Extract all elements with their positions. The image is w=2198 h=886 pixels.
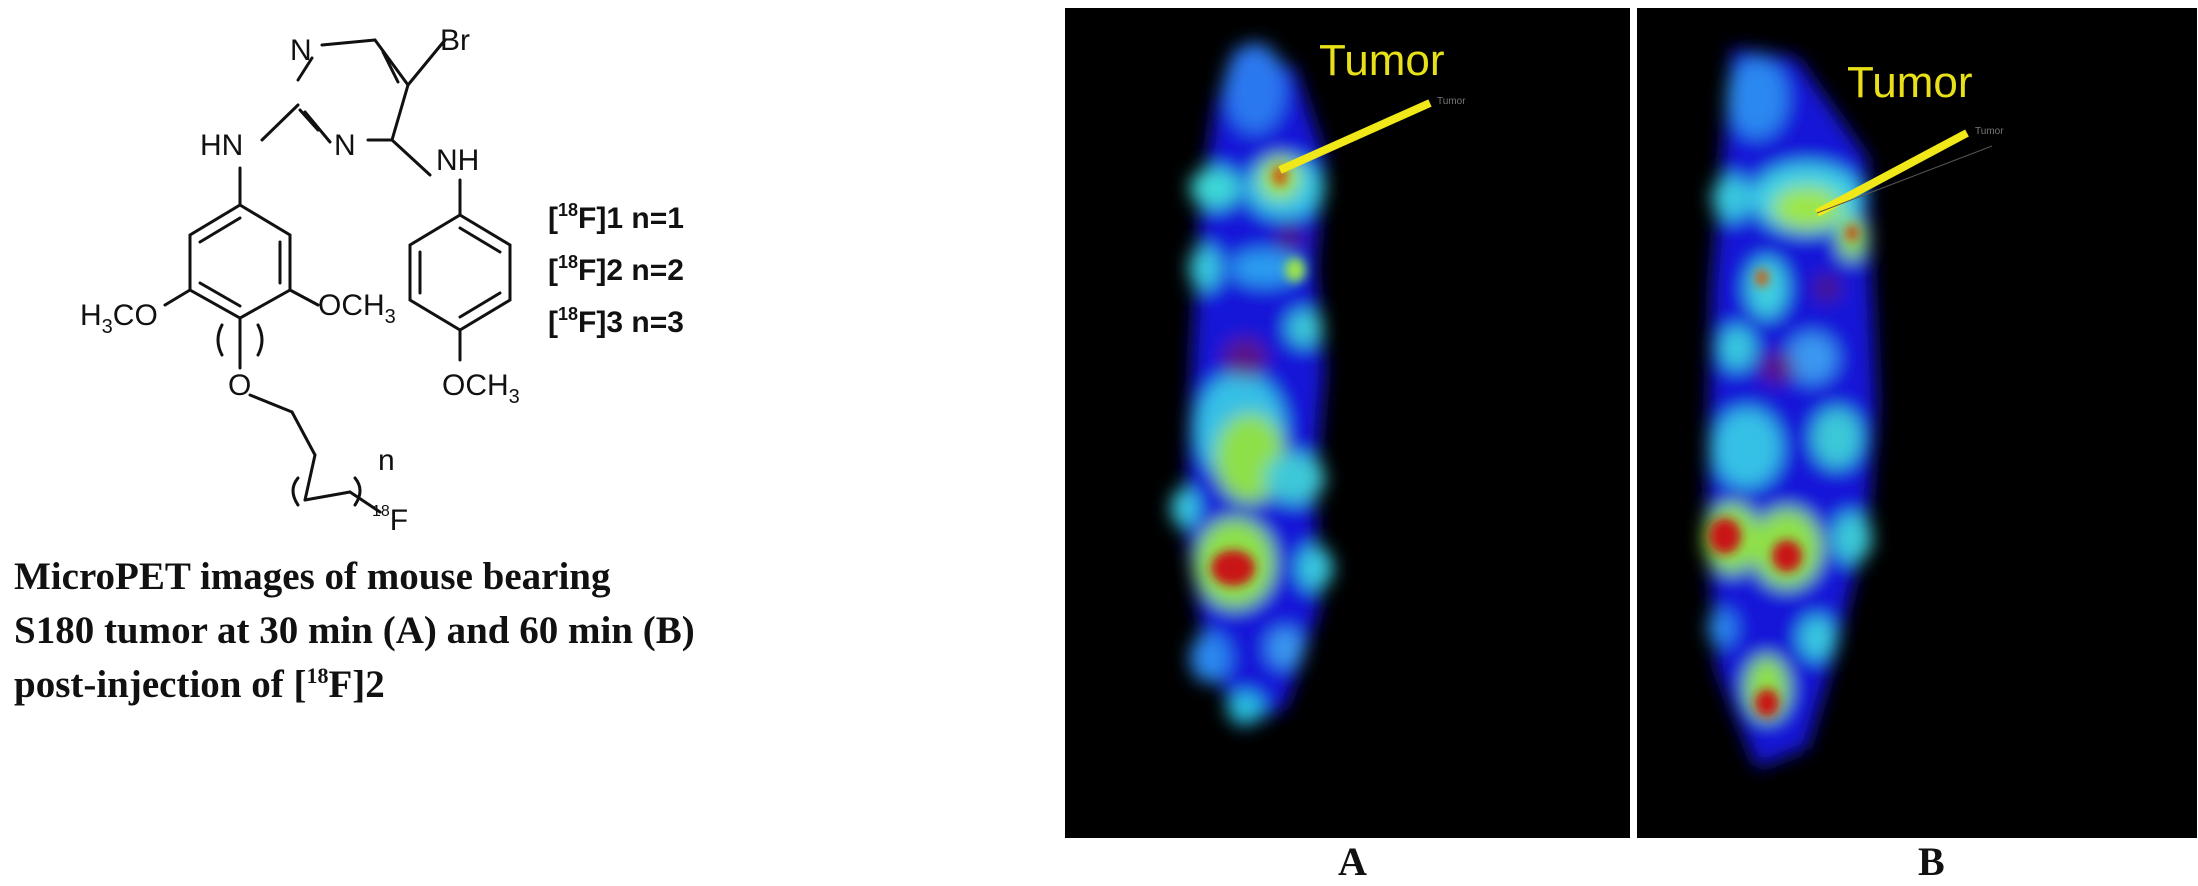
atom-18f: 18F xyxy=(372,503,408,537)
atom-och3-right: OCH3 xyxy=(318,289,396,328)
tumor-pointer-line-a xyxy=(1278,99,1432,174)
pet-panel-a-extension xyxy=(1469,8,1630,838)
tumor-label-a: Tumor xyxy=(1319,36,1445,85)
atom-och3-bottom: OCH3 xyxy=(442,369,520,408)
atom-br: Br xyxy=(440,24,470,57)
pet-image-a xyxy=(1171,43,1432,728)
atom-n-mid: N xyxy=(334,129,356,162)
tumor-tiny-label-a: Tumor xyxy=(1437,96,1466,107)
tumor-thin-line-b xyxy=(1816,145,1993,214)
compound-label-2: [18F]2 n=2 xyxy=(548,252,684,287)
left-benzene-ring xyxy=(163,166,382,514)
atom-o-link: O xyxy=(228,369,251,402)
figure-caption: MicroPET images of mouse bearing S180 tu… xyxy=(14,550,1054,712)
chemical-structure: N Br N HN NH H3CO xyxy=(80,24,684,537)
panel-letter-a: A xyxy=(1338,839,1367,884)
atom-n-top: N xyxy=(290,34,312,67)
atom-n-subscript: n xyxy=(378,444,395,477)
caption-line-2: S180 tumor at 30 min (A) and 60 min (B) xyxy=(14,609,695,652)
pet-panel-a: Tumor Tumor xyxy=(1065,8,1469,838)
tumor-tiny-label-b: Tumor xyxy=(1975,126,2004,137)
caption-line-3: post-injection of [18F]2 xyxy=(14,663,385,706)
pet-image-b xyxy=(1704,48,1993,768)
panel-letter-b: B xyxy=(1918,839,1945,884)
atom-nh-right: NH xyxy=(436,144,479,177)
tumor-label-b: Tumor xyxy=(1847,58,1973,107)
pet-panel-b: Tumor Tumor xyxy=(1637,8,2197,838)
atom-hn-left: HN xyxy=(200,129,243,162)
compound-label-3: [18F]3 n=3 xyxy=(548,304,684,339)
tumor-pointer-line-b xyxy=(1815,129,1969,217)
panel-divider xyxy=(1630,8,1636,838)
pyrimidine-ring xyxy=(260,38,447,177)
compound-label-1: [18F]1 n=1 xyxy=(548,200,684,235)
atom-h3co: H3CO xyxy=(80,299,158,338)
right-benzene-ring xyxy=(408,178,512,362)
caption-line-1: MicroPET images of mouse bearing xyxy=(14,555,611,598)
